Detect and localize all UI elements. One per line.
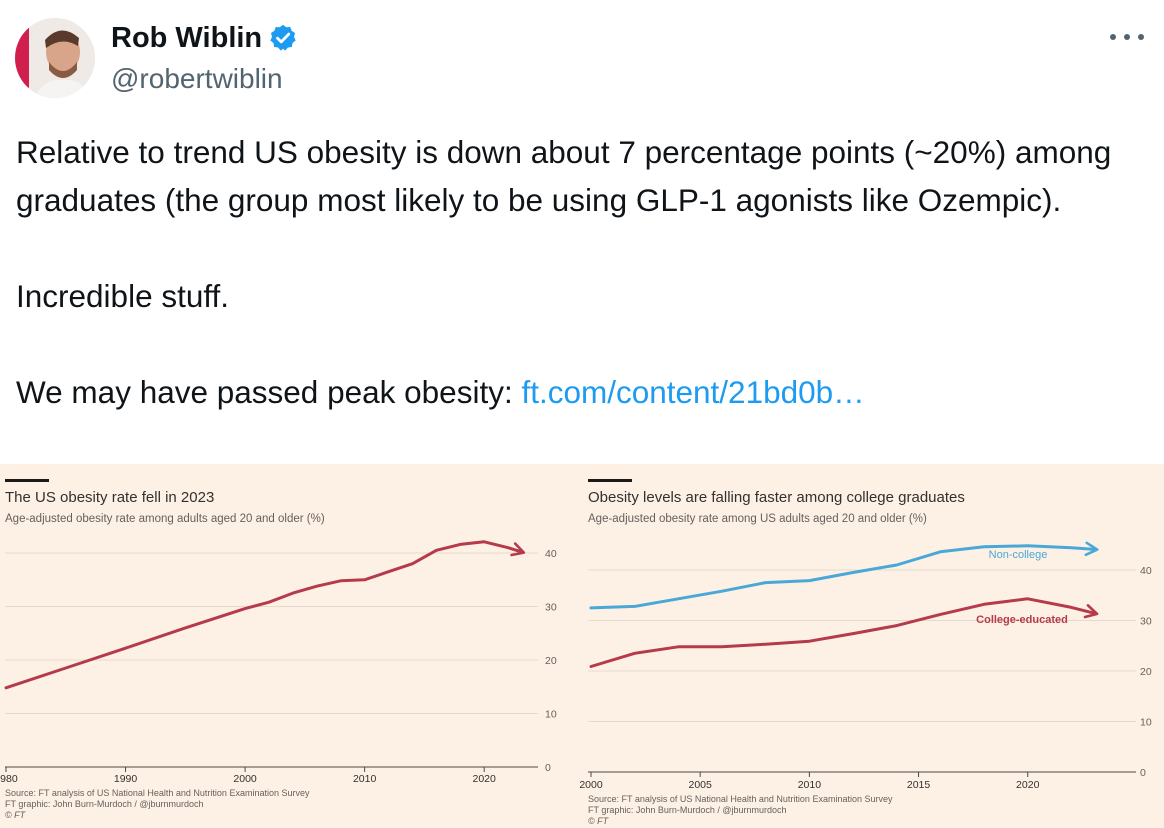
more-options-icon[interactable] <box>1110 22 1144 52</box>
y-tick-label: 10 <box>1140 717 1152 729</box>
chart-2-source-line: Source: FT analysis of US National Healt… <box>588 794 893 804</box>
chart-1-source-line: Source: FT analysis of US National Healt… <box>5 788 310 798</box>
author-name-row: Rob Wiblin <box>111 20 298 56</box>
series-line-non-college <box>589 544 1095 610</box>
series-arrowhead <box>510 542 526 557</box>
x-tick-label: 2010 <box>353 773 377 785</box>
more-dot <box>1138 34 1144 40</box>
chart-1-title: The US obesity rate fell in 2023 <box>5 489 215 506</box>
y-tick-label: 40 <box>545 548 557 560</box>
y-tick-label: 0 <box>1140 767 1146 779</box>
x-tick-label: 2015 <box>907 779 931 791</box>
y-tick-label: 40 <box>1140 565 1152 577</box>
y-tick-label: 20 <box>545 655 557 667</box>
y-tick-label: 30 <box>1140 616 1152 628</box>
chart-2-title-bar <box>588 479 632 482</box>
x-tick-label: 1990 <box>114 773 138 785</box>
author-name[interactable]: Rob Wiblin <box>111 22 263 54</box>
x-tick-label: 2020 <box>473 773 497 785</box>
x-tick-label: 2010 <box>798 779 822 791</box>
chart-2-title: Obesity levels are falling faster among … <box>588 489 965 506</box>
y-tick-label: 20 <box>1140 666 1152 678</box>
chart-1: 0 10 20 30 40 1980 1990 2000 2010 2020 <box>0 540 557 785</box>
verified-badge-icon <box>270 24 296 51</box>
series-label: College-educated <box>976 614 1068 626</box>
more-dot <box>1110 34 1116 40</box>
x-tick-label: 1980 <box>0 773 18 785</box>
chart-2-graphic-credit: FT graphic: John Burn-Murdoch / @jburnmu… <box>588 805 787 815</box>
article-link[interactable]: ft.com/content/21bd0b… <box>521 374 865 410</box>
chart-1-subtitle: Age-adjusted obesity rate among adults a… <box>5 513 325 525</box>
tweet-media[interactable]: The US obesity rate fell in 2023 Age-adj… <box>0 464 1164 828</box>
tweet-text: Relative to trend US obesity is down abo… <box>16 128 1146 416</box>
x-tick-label: 2000 <box>579 779 603 791</box>
chart-1-graphic-credit: FT graphic: John Burn-Murdoch / @jburnmu… <box>5 799 204 809</box>
y-tick-label: 10 <box>545 709 557 721</box>
more-dot <box>1124 34 1130 40</box>
chart-2-copyright: © FT <box>588 816 609 826</box>
chart-2-subtitle: Age-adjusted obesity rate among US adult… <box>588 513 927 525</box>
series-label: Non-college <box>989 549 1048 561</box>
chart-1-source: Source: FT analysis of US National Healt… <box>5 788 309 821</box>
series-line-obesity-rate <box>4 540 522 690</box>
avatar-photo-icon <box>15 18 95 98</box>
x-tick-label: 2000 <box>233 773 257 785</box>
series-arrowhead <box>1084 541 1099 557</box>
avatar[interactable] <box>15 18 95 98</box>
x-tick-label: 2020 <box>1016 779 1040 791</box>
y-tick-label: 0 <box>545 762 551 774</box>
author-handle[interactable]: @robertwiblin <box>111 63 283 94</box>
x-tick-label: 2005 <box>689 779 713 791</box>
chart-2: 0 10 20 30 40 2000 2005 2010 2015 2020 Non-college… <box>579 541 1152 791</box>
series-line-college-educated <box>589 597 1095 668</box>
tweet-body: Relative to trend US obesity is down abo… <box>16 134 1112 410</box>
chart-1-title-bar <box>5 479 49 482</box>
chart-1-copyright: © FT <box>5 810 26 820</box>
tweet-header: Rob Wiblin @robertwiblin <box>0 0 1164 110</box>
chart-2-source: Source: FT analysis of US National Healt… <box>588 794 892 827</box>
series-arrowhead <box>1083 604 1099 619</box>
y-tick-label: 30 <box>545 602 557 614</box>
